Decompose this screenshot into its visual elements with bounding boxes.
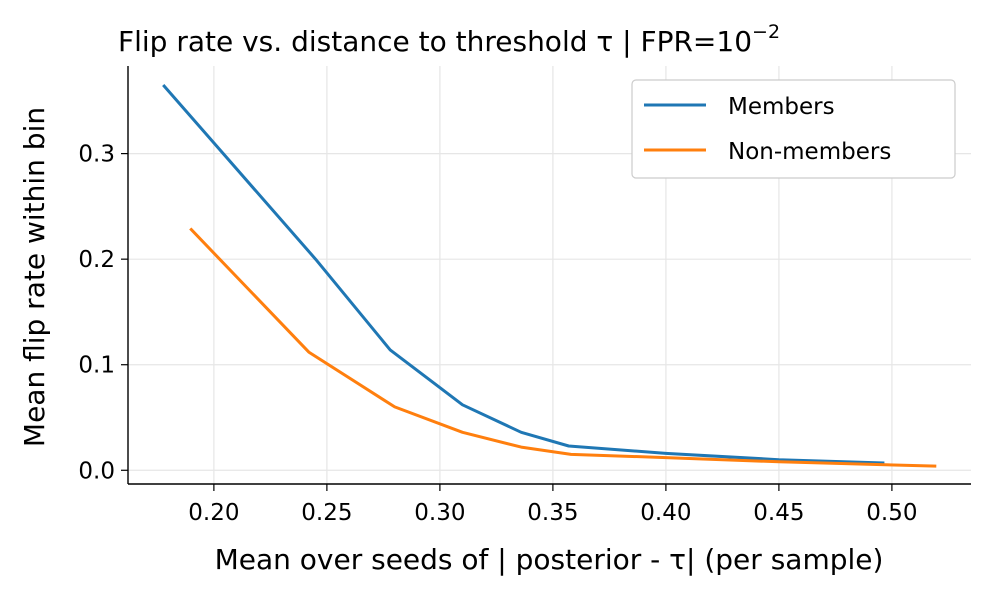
y-tick-label: 0.3 (78, 142, 115, 168)
x-tick-label: 0.40 (640, 500, 691, 526)
x-tick-label: 0.35 (527, 500, 578, 526)
y-tick-label: 0.1 (78, 353, 115, 379)
chart-title-main: Flip rate vs. distance to threshold τ | … (118, 25, 752, 58)
chart-title: Flip rate vs. distance to threshold τ | … (118, 21, 780, 58)
legend-frame (631, 79, 956, 179)
x-tick-label: 0.25 (301, 500, 352, 526)
x-tick-label: 0.30 (414, 500, 465, 526)
legend: Members Non-members (631, 79, 956, 179)
axes (127, 66, 971, 485)
y-tick-label: 0.2 (78, 247, 115, 273)
x-tick-label: 0.50 (866, 500, 917, 526)
chart-title-superscript: −2 (752, 21, 780, 43)
x-tick-label: 0.20 (188, 500, 239, 526)
legend-label-members: Members (728, 94, 835, 120)
y-axis-title: Mean flip rate within bin (18, 107, 51, 447)
series-line-members (162, 83, 885, 465)
y-tick-label: 0.0 (78, 458, 115, 484)
x-tick-label: 0.45 (753, 500, 804, 526)
legend-label-non-members: Non-members (728, 139, 891, 165)
x-axis-title: Mean over seeds of | posterior - τ| (per… (215, 543, 884, 576)
ticks: 0.20 0.25 0.30 0.35 0.40 0.45 0.50 0.0 0.1 0.2 0.3 (78, 142, 917, 526)
series-line-non-members (189, 227, 937, 468)
plot-series (162, 83, 937, 468)
